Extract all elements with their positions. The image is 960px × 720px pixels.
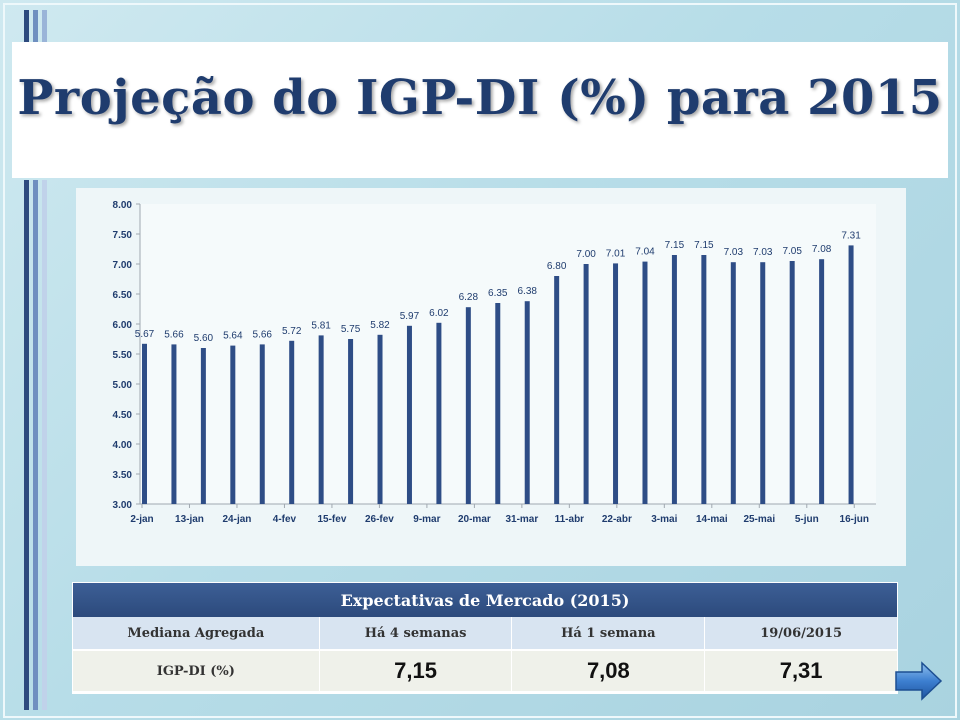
next-slide-button[interactable]	[894, 660, 944, 702]
data-label: 7.01	[606, 248, 626, 259]
y-tick-label: 8.00	[113, 200, 133, 211]
x-tick-label: 2-jan	[130, 514, 153, 525]
data-label: 6.28	[459, 292, 479, 303]
y-tick-label: 7.00	[113, 260, 133, 271]
bar-chart: 3.00 3.50 4.00 4.50 5.00 5.50 6.00 6.50 7.00 7.50…	[113, 200, 876, 525]
x-tick-label: 24-jan	[223, 514, 252, 525]
bar	[701, 255, 707, 504]
bar	[171, 344, 177, 504]
data-label: 5.60	[194, 333, 214, 344]
bar	[289, 340, 295, 504]
data-label: 5.67	[135, 329, 155, 340]
bar	[495, 303, 501, 504]
y-tick-label: 6.00	[113, 320, 133, 331]
column-header: 19/06/2015	[760, 625, 843, 641]
data-label: 5.66	[164, 329, 184, 340]
data-label: 6.02	[429, 308, 449, 319]
data-label: 5.97	[400, 311, 420, 322]
data-label: 7.05	[782, 246, 802, 257]
right-arrow-icon	[895, 661, 943, 701]
data-label: 7.00	[576, 249, 596, 260]
bar	[348, 339, 354, 504]
bar	[406, 325, 412, 504]
x-tick-label: 5-jun	[795, 514, 819, 525]
table-header: Expectativas de Mercado (2015)	[73, 583, 897, 617]
data-label: 5.81	[311, 320, 331, 331]
x-tick-label: 4-fev	[273, 514, 297, 525]
slide-frame	[3, 3, 957, 718]
y-tick-label: 7.50	[113, 230, 133, 241]
row-label: IGP-DI (%)	[73, 651, 320, 691]
title-band: Projeção do IGP-DI (%) para 2015	[12, 42, 948, 178]
decorative-stripes-top	[24, 10, 60, 42]
data-label: 6.38	[517, 286, 537, 297]
bar	[142, 343, 147, 504]
bar	[230, 345, 236, 504]
y-tick-label: 6.50	[113, 290, 133, 301]
x-tick-label: 20-mar	[458, 514, 491, 525]
data-label: 7.03	[753, 247, 773, 258]
x-tick-label: 15-fev	[317, 514, 346, 525]
data-label: 7.08	[812, 244, 832, 255]
data-label: 6.80	[547, 261, 567, 272]
x-tick-label: 16-jun	[840, 514, 869, 525]
bar	[848, 245, 854, 504]
data-label: 7.04	[635, 247, 655, 258]
column-header: Há 4 semanas	[320, 617, 513, 649]
data-label: 5.82	[370, 320, 390, 331]
data-label: 7.31	[841, 230, 861, 241]
chart-container: 3.00 3.50 4.00 4.50 5.00 5.50 6.00 6.50 7.00 7.50…	[76, 188, 906, 566]
table-column-headers: Mediana Agregada Há 4 semanas Há 1 seman…	[73, 617, 897, 649]
x-tick-label: 31-mar	[505, 514, 538, 525]
bar	[200, 348, 206, 504]
bar	[259, 344, 265, 504]
data-label: 5.64	[223, 331, 243, 342]
bar	[524, 301, 530, 504]
x-tick-label: 14-mai	[696, 514, 728, 525]
x-tick-label: 26-fev	[365, 514, 394, 525]
bar	[819, 259, 825, 504]
value-current: 7,31	[779, 658, 823, 683]
x-tick-label: 9-mar	[413, 514, 440, 525]
bar	[318, 335, 324, 504]
data-label: 6.35	[488, 288, 508, 299]
decorative-stripes-left	[24, 180, 60, 710]
y-tick-label: 3.00	[113, 500, 133, 511]
bar	[613, 263, 619, 504]
data-label: 7.15	[665, 240, 685, 251]
x-tick-label: 11-abr	[555, 514, 585, 525]
bar	[436, 322, 442, 504]
x-tick-label: 13-jan	[175, 514, 204, 525]
y-tick-label: 5.50	[113, 350, 133, 361]
bar	[730, 262, 736, 504]
data-label: 7.03	[724, 247, 744, 258]
bar	[554, 276, 560, 504]
value-1-week-ago: 7,08	[512, 651, 706, 691]
y-tick-label: 4.50	[113, 410, 133, 421]
bar	[760, 262, 766, 504]
value-4-weeks-ago: 7,15	[320, 651, 513, 691]
y-tick-label: 5.00	[113, 380, 133, 391]
data-label: 5.75	[341, 324, 361, 335]
expectations-table: Expectativas de Mercado (2015) Mediana A…	[72, 582, 898, 694]
column-header: Mediana Agregada	[73, 617, 320, 649]
data-label: 7.15	[694, 240, 714, 251]
bar	[465, 307, 471, 504]
bar	[642, 261, 648, 504]
table-row: IGP-DI (%) 7,15 7,08 7,31	[73, 649, 897, 691]
bar	[789, 261, 795, 504]
x-tick-label: 22-abr	[602, 514, 632, 525]
x-tick-label: 25-mai	[743, 514, 775, 525]
y-tick-label: 3.50	[113, 470, 133, 481]
bar	[671, 255, 677, 504]
data-label: 5.66	[253, 329, 273, 340]
bar	[377, 334, 383, 504]
x-tick-label: 3-mai	[651, 514, 677, 525]
slide-title: Projeção do IGP-DI (%) para 2015	[17, 70, 943, 126]
bar	[583, 264, 589, 504]
data-label: 5.72	[282, 326, 302, 337]
y-tick-label: 4.00	[113, 440, 133, 451]
column-header: Há 1 semana	[512, 617, 706, 649]
